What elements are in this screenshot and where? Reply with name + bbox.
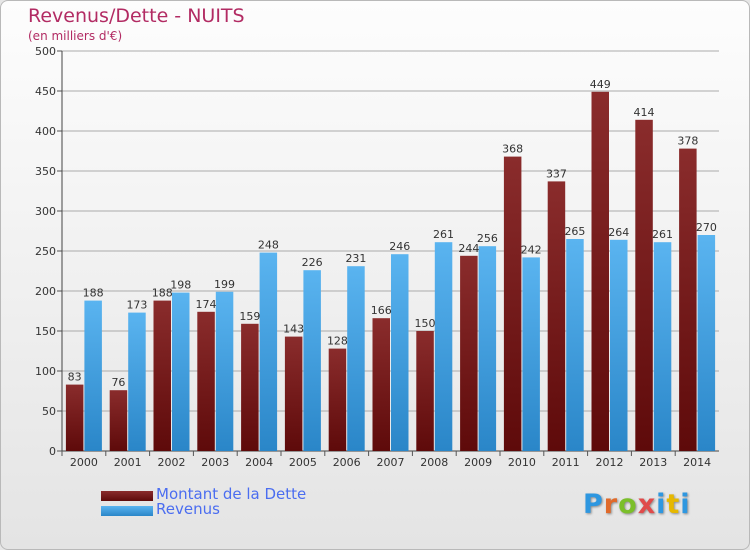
- bars: [65, 91, 716, 452]
- bar-dette: [65, 384, 84, 451]
- data-label-dette: 337: [546, 167, 567, 180]
- bar-dette: [503, 156, 522, 451]
- data-label-dette: 414: [634, 106, 655, 119]
- bar-revenus: [434, 242, 453, 451]
- data-label-revenus: 261: [652, 228, 673, 241]
- bar-revenus: [84, 300, 102, 451]
- data-label-revenus: 265: [564, 225, 585, 238]
- y-tick-label: 400: [35, 125, 56, 138]
- data-label-revenus: 264: [608, 226, 629, 239]
- bar-dette: [153, 300, 171, 451]
- x-tick-label: 2014: [683, 456, 711, 469]
- y-tick-label: 300: [35, 205, 56, 218]
- labels: 8318876173188198174199159248143226128231…: [68, 78, 717, 389]
- x-tick-label: 2008: [420, 456, 448, 469]
- legend-label-revenus: Revenus: [156, 500, 220, 518]
- chart-subtitle: (en milliers d'€): [28, 29, 123, 43]
- bar-dette: [197, 311, 215, 451]
- y-tick-label: 350: [35, 165, 56, 178]
- y-tick-label: 0: [49, 445, 56, 458]
- data-label-dette: 174: [196, 298, 217, 311]
- bar-revenus: [610, 239, 628, 451]
- grid-lines: [62, 50, 719, 412]
- x-tick-label: 2000: [70, 456, 98, 469]
- data-label-revenus: 248: [258, 239, 279, 252]
- bar-revenus: [697, 235, 716, 451]
- bar-revenus: [391, 254, 409, 451]
- data-label-dette: 449: [590, 78, 611, 91]
- bar-revenus: [347, 266, 365, 451]
- x-tick-label: 2012: [596, 456, 624, 469]
- bar-revenus: [566, 239, 584, 451]
- bar-dette: [328, 348, 347, 451]
- data-label-dette: 143: [283, 323, 304, 336]
- bar-revenus: [303, 270, 321, 451]
- data-label-revenus: 256: [477, 232, 498, 245]
- x-tick-label: 2003: [201, 456, 229, 469]
- bar-revenus: [478, 246, 497, 451]
- bar-revenus: [172, 292, 190, 451]
- bar-dette: [679, 148, 697, 451]
- bar-dette: [547, 181, 566, 451]
- legend-label-debt: Montant de la Dette: [156, 485, 307, 503]
- data-label-dette: 368: [502, 143, 523, 156]
- data-label-revenus: 199: [214, 278, 235, 291]
- bar-dette: [109, 390, 128, 451]
- y-tick-label: 100: [35, 365, 56, 378]
- bar-dette: [460, 255, 478, 451]
- data-label-dette: 128: [327, 335, 348, 348]
- data-label-dette: 159: [239, 310, 260, 323]
- x-tick-label: 2009: [464, 456, 492, 469]
- y-tick-label: 250: [35, 245, 56, 258]
- bar-revenus: [522, 257, 540, 451]
- y-tick-label: 150: [35, 325, 56, 338]
- data-label-dette: 150: [415, 317, 436, 330]
- data-label-dette: 244: [458, 242, 479, 255]
- data-label-revenus: 270: [696, 221, 717, 234]
- x-tick-label: 2013: [639, 456, 667, 469]
- legend-swatch-revenus: [101, 506, 153, 516]
- bar-revenus: [128, 312, 146, 451]
- bar-dette: [635, 119, 653, 452]
- bar-revenus: [653, 242, 672, 451]
- data-label-revenus: 231: [345, 252, 366, 265]
- data-label-dette: 188: [152, 287, 173, 300]
- data-label-dette: 378: [677, 135, 698, 148]
- x-tick-label: 2010: [508, 456, 536, 469]
- data-label-revenus: 188: [83, 287, 104, 300]
- axes: 0 50 100 150 200 250 300 350 400 450 500 2000 2001 20…: [35, 45, 719, 469]
- data-label-revenus: 198: [170, 279, 191, 292]
- data-label-revenus: 261: [433, 228, 454, 241]
- bar-dette: [284, 336, 303, 451]
- x-tick-label: 2007: [377, 456, 405, 469]
- y-tick-label: 450: [35, 85, 56, 98]
- chart-title: Revenus/Dette - NUITS: [28, 5, 245, 27]
- y-tick-label: 200: [35, 285, 56, 298]
- data-label-revenus: 246: [389, 240, 410, 253]
- legend-swatch-debt: [101, 491, 153, 501]
- data-label-revenus: 173: [126, 299, 147, 312]
- x-tick-label: 2004: [245, 456, 273, 469]
- proxiti-logo: Proxiti: [583, 489, 691, 520]
- x-tick-label: 2011: [552, 456, 580, 469]
- bar-dette: [241, 323, 259, 451]
- bar-revenus: [215, 291, 234, 451]
- y-tick-label: 500: [35, 45, 56, 58]
- x-tick-label: 2005: [289, 456, 317, 469]
- bar-dette: [372, 318, 390, 451]
- data-label-dette: 166: [371, 304, 392, 317]
- data-label-dette: 83: [68, 371, 82, 384]
- y-tick-label: 50: [42, 405, 56, 418]
- x-tick-label: 2002: [158, 456, 186, 469]
- data-label-dette: 76: [111, 376, 125, 389]
- bar-dette: [591, 91, 609, 452]
- bar-revenus: [259, 252, 278, 451]
- data-label-revenus: 226: [302, 256, 323, 269]
- x-tick-label: 2006: [333, 456, 361, 469]
- bar-dette: [416, 331, 434, 451]
- x-tick-label: 2001: [114, 456, 142, 469]
- data-label-revenus: 242: [521, 243, 542, 256]
